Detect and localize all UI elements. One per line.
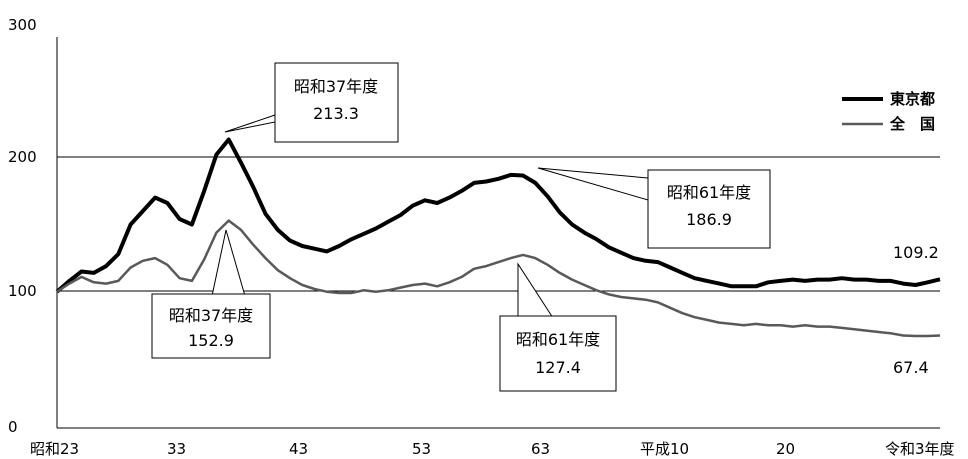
legend: 東京都 全 国 — [842, 90, 935, 133]
callout-pointer — [537, 167, 649, 201]
y-tick-label: 200 — [8, 148, 37, 166]
callout-national-s61: 昭和61年度 127.4 — [499, 262, 617, 392]
callout-title: 昭和61年度 — [667, 183, 751, 202]
callout-value: 186.9 — [686, 210, 732, 229]
end-label-national: 67.4 — [893, 358, 929, 377]
x-tick-label: 43 — [289, 440, 308, 458]
series-line-national — [56, 219, 941, 338]
callout-box — [274, 62, 399, 143]
x-tick-label: 53 — [412, 440, 431, 458]
callout-title: 昭和37年度 — [169, 306, 253, 325]
callout-value: 152.9 — [188, 331, 234, 350]
callout-box — [151, 293, 271, 359]
callout-box — [647, 169, 771, 249]
x-tick-label: 平成10 — [640, 440, 689, 458]
end-label-tokyo: 109.2 — [893, 243, 939, 262]
x-tick-label: 昭和23 — [30, 440, 79, 458]
y-tick-label: 300 — [8, 16, 37, 34]
y-tick-label: 0 — [8, 418, 18, 436]
x-tick-label: 令和3年度 — [885, 440, 955, 458]
callout-title: 昭和61年度 — [516, 330, 600, 349]
callout-national-s37: 昭和37年度 152.9 — [151, 229, 271, 359]
callout-tokyo-s37: 昭和37年度 213.3 — [224, 62, 399, 143]
callout-title: 昭和37年度 — [294, 77, 378, 96]
callout-pointer — [224, 114, 276, 133]
legend-label-tokyo: 東京都 — [890, 90, 935, 108]
callout-pointer — [211, 229, 246, 297]
series-line-tokyo — [55, 137, 941, 294]
callout-tokyo-s61: 昭和61年度 186.9 — [537, 167, 771, 249]
x-tick-label: 20 — [776, 440, 795, 458]
legend-label-national: 全 国 — [889, 115, 935, 133]
x-tick-label: 33 — [167, 440, 186, 458]
callout-value: 127.4 — [535, 358, 581, 377]
y-tick-label: 100 — [8, 282, 37, 300]
callout-value: 213.3 — [313, 104, 359, 123]
callout-box — [499, 315, 617, 392]
x-tick-label: 63 — [531, 440, 550, 458]
